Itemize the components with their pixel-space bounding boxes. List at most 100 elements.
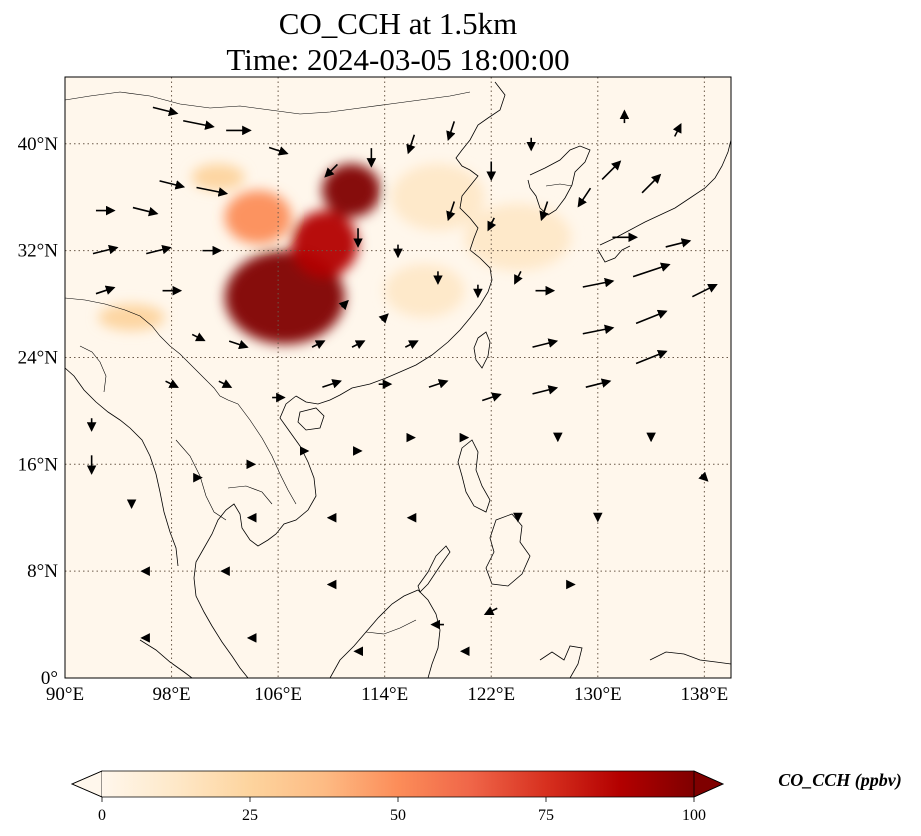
coastline-philippines-luzon [457, 439, 491, 513]
coastline-sulawesi [539, 645, 583, 678]
map-background [65, 77, 731, 678]
wind-vector [585, 378, 612, 388]
wind-vector [665, 238, 692, 248]
coastline-korea [527, 145, 591, 216]
border-laos-vietnam [237, 403, 297, 505]
wind-vector [641, 173, 662, 194]
coastline-layer [65, 81, 731, 678]
plume-region [98, 304, 165, 331]
plume-region [191, 163, 245, 191]
coastline-china-east [295, 81, 506, 405]
wind-vector [338, 299, 349, 311]
wind-vector [191, 332, 206, 342]
border-himalaya [65, 297, 181, 355]
wind-vector [532, 385, 559, 395]
latitude-tick-label: 0° [41, 668, 58, 689]
plume-region [464, 203, 572, 271]
border-malaysia [365, 619, 417, 635]
longitude-tick-label: 98°E [152, 684, 190, 705]
wind-vector [446, 201, 456, 222]
colorbar-tick-label: 50 [390, 807, 406, 824]
wind-vector [428, 379, 449, 389]
latitude-tick-label: 24°N [18, 347, 59, 368]
wind-vector [481, 392, 502, 402]
colorbar-label: CO_CCH (ppbv) [778, 770, 902, 791]
wind-vector [577, 187, 592, 208]
wind-vector-layer [86, 106, 718, 657]
wind-vector [582, 277, 615, 288]
border-myanmar-china [179, 353, 239, 405]
wind-vector [322, 379, 342, 389]
coastline-new-guinea [649, 651, 731, 665]
wind-vector [152, 106, 179, 117]
colorbar-tick-label: 0 [98, 807, 106, 824]
plume-region [384, 263, 465, 318]
border-india-bangladesh [79, 345, 107, 393]
border-korea-dmz [545, 183, 573, 187]
coastline-borneo [329, 589, 441, 678]
wind-vector [196, 186, 229, 197]
longitude-tick-label: 122°E [467, 684, 515, 705]
colorbar: 0 25 50 75 100 CO_CCH (ppbv) [70, 770, 902, 824]
wind-vector [635, 309, 668, 325]
wind-vector [601, 160, 622, 181]
map-title: CO_CCH at 1.5km [279, 6, 518, 41]
longitude-tick-label: 90°E [46, 684, 84, 705]
wind-vector [95, 285, 116, 295]
border-cambodia [227, 485, 273, 505]
latitude-tick-label: 8°N [27, 561, 58, 582]
colorbar-tick-label: 100 [682, 807, 706, 824]
coastline-sumatra [139, 639, 193, 678]
wind-vector [404, 340, 419, 349]
latitude-tick-label: 32°N [18, 241, 59, 262]
colorbar-extend-min [70, 770, 103, 798]
map-subtitle: Time: 2024-03-05 18:00:00 [226, 42, 569, 77]
longitude-tick-label: 130°E [574, 684, 622, 705]
colorbar-tick-label: 25 [242, 807, 258, 824]
colorbar-extend-max [693, 770, 724, 798]
latitude-tick-label: 16°N [18, 454, 59, 475]
wind-vector [539, 201, 549, 222]
map-frame [64, 76, 732, 679]
longitude-tick-label: 114°E [361, 684, 408, 705]
plume-region [224, 190, 292, 244]
longitude-tick-labels: 90°E 98°E 106°E 114°E 122°E 130°E 138°E [46, 684, 728, 705]
border-mongolia [65, 91, 471, 115]
wind-vector [218, 379, 233, 388]
border-layer [65, 91, 573, 635]
wind-vector [632, 262, 671, 278]
coastline-taiwan [473, 331, 491, 369]
wind-vector [514, 270, 523, 285]
longitude-tick-label: 138°E [681, 684, 729, 705]
wind-vector [228, 340, 249, 350]
wind-vector [487, 217, 497, 232]
coastline-bay-of-bengal [65, 367, 179, 567]
colorbar-gradient [102, 771, 694, 797]
coastline-palawan [417, 545, 451, 593]
plume-region [322, 163, 381, 218]
wind-vector [582, 324, 615, 335]
wind-vector [446, 121, 456, 141]
wind-vector [324, 163, 338, 178]
longitude-tick-label: 106°E [254, 684, 302, 705]
wind-vector [378, 313, 389, 324]
coastline-hainan [297, 407, 325, 431]
wind-vector [159, 180, 186, 190]
plume-region [391, 163, 485, 231]
coastline-japan [597, 139, 731, 263]
wind-vector [532, 338, 559, 348]
coastline-indochina [193, 395, 317, 678]
wind-vector [692, 283, 718, 298]
plume-region [291, 210, 359, 278]
wind-vector [483, 606, 498, 615]
wind-vector [672, 122, 682, 137]
wind-vector [406, 134, 416, 155]
colorbar-tick-labels: 0 25 50 75 100 [98, 797, 706, 824]
latitude-tick-labels: 0° 8°N 16°N 24°N 32°N 40°N [18, 134, 59, 689]
wind-vector [351, 340, 366, 349]
colorbar-tick-label: 75 [538, 807, 554, 824]
wind-vector [165, 379, 179, 388]
wind-vector [311, 340, 326, 349]
wind-vector [698, 471, 709, 482]
